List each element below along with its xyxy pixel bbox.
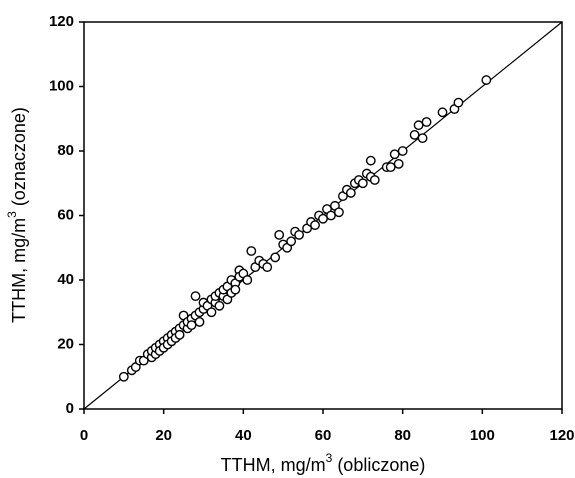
x-tick-label: 40: [235, 427, 252, 444]
x-label-rest: (obliczone): [332, 455, 425, 475]
point: [389, 149, 400, 160]
point: [385, 162, 396, 173]
point: [417, 133, 428, 144]
x-tick-label: 100: [470, 427, 495, 444]
point: [365, 155, 376, 166]
point: [186, 320, 197, 331]
point: [246, 246, 257, 256]
y-tick-label: 80: [57, 142, 74, 159]
x-tick-label: 0: [80, 427, 88, 444]
point: [357, 178, 368, 189]
y-axis-label: TTHM, mg/m3 (oznaczone): [5, 107, 29, 323]
y-label-rest: (oznaczone): [9, 107, 29, 211]
point: [190, 291, 201, 302]
point: [397, 146, 408, 156]
point: [310, 220, 320, 231]
x-label-main: TTHM, mg/m: [221, 455, 326, 475]
point: [453, 97, 464, 108]
point: [393, 158, 404, 169]
point: [413, 120, 424, 131]
point: [270, 252, 281, 263]
point: [318, 213, 328, 224]
point: [118, 371, 129, 382]
y-tick-label: 20: [57, 335, 74, 352]
y-tick-label: 0: [66, 400, 74, 417]
point: [369, 175, 380, 185]
x-tick-label: 20: [155, 427, 172, 444]
point: [262, 262, 273, 272]
point: [242, 275, 253, 285]
point: [230, 284, 241, 295]
point: [194, 317, 205, 327]
point: [481, 75, 492, 85]
x-tick-label: 120: [549, 427, 574, 444]
point: [274, 229, 285, 240]
point: [421, 117, 432, 127]
point: [214, 300, 225, 311]
y-tick-label: 60: [57, 206, 74, 223]
x-tick-label: 60: [315, 427, 332, 444]
point: [174, 329, 185, 340]
y-tick-label: 40: [57, 271, 74, 288]
point: [286, 236, 297, 247]
point: [345, 188, 356, 198]
y-label-main: TTHM, mg/m: [9, 218, 29, 323]
y-tick-label: 100: [49, 77, 74, 94]
y-tick-label: 120: [49, 13, 74, 30]
point: [206, 307, 217, 318]
point: [326, 210, 336, 221]
point: [294, 229, 304, 240]
y-label-sup: 3: [5, 211, 19, 218]
point: [409, 129, 420, 140]
x-label-sup: 3: [326, 451, 333, 465]
x-tick-label: 80: [394, 427, 411, 444]
x-axis-label: TTHM, mg/m3 (obliczone): [221, 451, 426, 475]
point: [334, 207, 344, 218]
point: [437, 107, 448, 118]
